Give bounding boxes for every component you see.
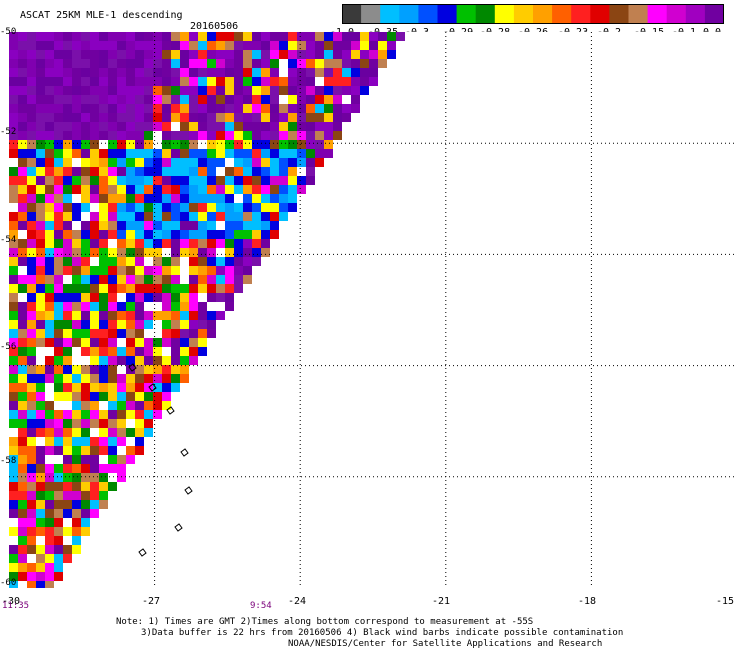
wind-data-swath <box>9 32 405 588</box>
longitude-label: -15 <box>716 596 735 607</box>
legend-swatch <box>494 4 515 24</box>
latitude-label: -54 <box>0 235 17 245</box>
legend-swatch <box>704 4 724 24</box>
map-title: ASCAT 25KM MLE-1 descending <box>20 10 183 21</box>
coastline-outlines <box>128 363 193 557</box>
latitude-label: -50 <box>0 27 17 37</box>
legend-colorbar <box>342 4 724 24</box>
longitude-label: -21 <box>432 596 451 607</box>
latitude-label: -56 <box>0 342 17 352</box>
legend-swatch <box>380 4 400 24</box>
time-label-left: 11:35 <box>2 601 30 611</box>
footnote-credit: NOAA/NESDIS/Center for Satellite Applica… <box>288 639 603 649</box>
longitude-label: -30 <box>2 596 21 607</box>
footnote-line-1: Note: 1) Times are GMT 2)Times along bot… <box>116 617 534 627</box>
footnote-line-2: 3)Data buffer is 22 hrs from 20160506 4)… <box>141 628 624 638</box>
legend-swatch <box>552 4 572 24</box>
legend-swatch <box>533 4 553 24</box>
legend-swatch <box>647 4 668 24</box>
longitude-label: -24 <box>288 596 307 607</box>
legend-swatch <box>456 4 477 24</box>
legend-swatch <box>609 4 630 24</box>
legend-swatch <box>513 4 534 24</box>
legend-swatch <box>475 4 496 24</box>
latitude-label: -52 <box>0 127 17 137</box>
legend-swatch <box>571 4 591 24</box>
time-label-center: 9:54 <box>250 601 272 611</box>
legend-swatch <box>342 4 362 24</box>
legend-swatch <box>590 4 610 24</box>
color-legend <box>342 4 724 24</box>
longitude-label: -27 <box>142 596 161 607</box>
latitude-label: -58 <box>0 456 17 466</box>
latitude-label: -60 <box>0 578 17 588</box>
legend-swatch <box>628 4 649 24</box>
legend-swatch <box>418 4 439 24</box>
legend-swatch <box>399 4 419 24</box>
map-graticule <box>9 32 737 588</box>
map-date: 20160506 <box>190 21 239 32</box>
longitude-label: -18 <box>578 596 597 607</box>
legend-swatch <box>666 4 687 24</box>
wind-map <box>9 32 737 588</box>
legend-swatch <box>361 4 381 24</box>
legend-swatch <box>437 4 458 24</box>
legend-swatch <box>685 4 706 24</box>
